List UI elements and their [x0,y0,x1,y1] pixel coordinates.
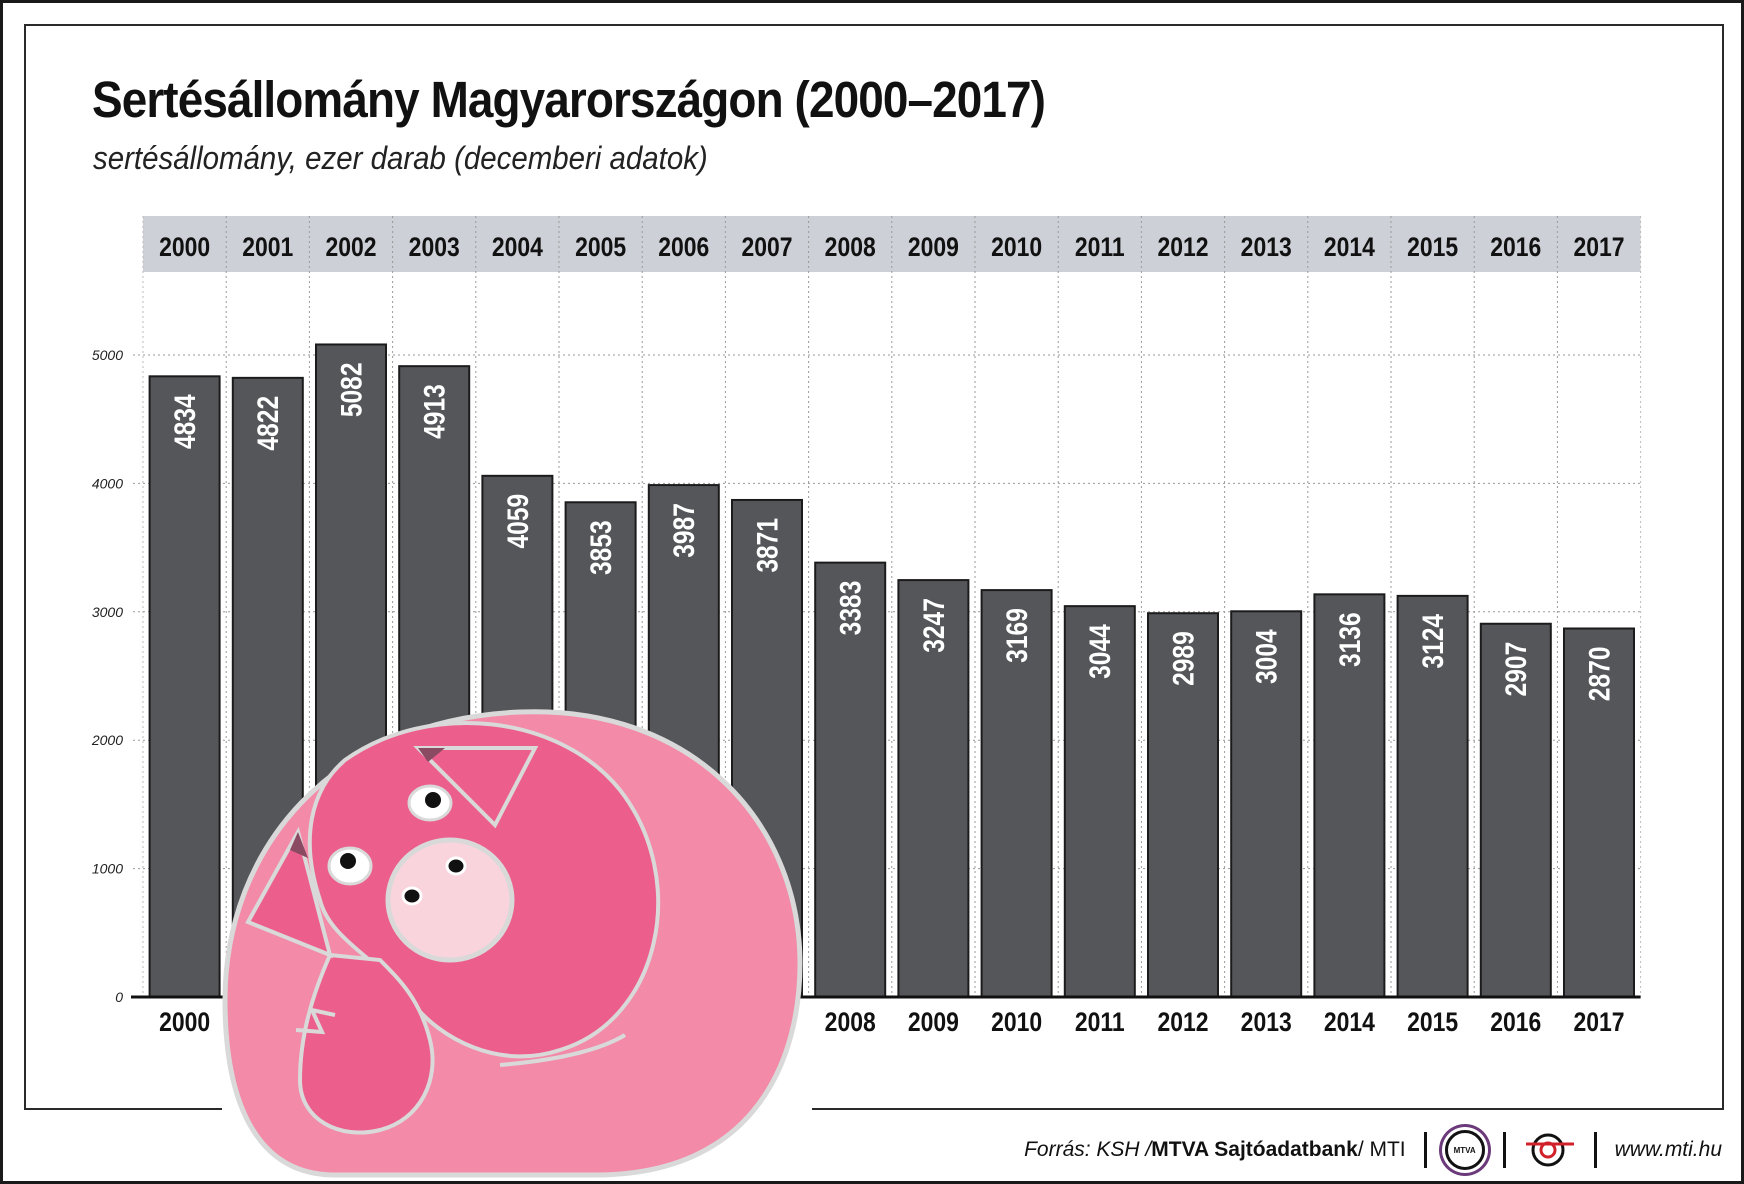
bar-value-label: 2989 [1166,631,1200,686]
year-header-label: 2004 [492,232,543,262]
bar-2017 [1563,627,1635,998]
year-header-label: 2008 [825,232,876,262]
year-header-label: 2000 [159,232,210,262]
bar-value-label: 2907 [1499,642,1533,697]
footer-divider [1502,1132,1506,1168]
bar-value-label: 3871 [750,518,784,573]
x-tick-label: 2011 [1075,1007,1125,1037]
bar-value-label: 2870 [1582,646,1616,701]
x-tick-label: 2014 [1324,1007,1375,1037]
bar-2008 [814,561,887,998]
bar-2011 [1063,605,1136,998]
bar-2013 [1230,610,1303,998]
bar-value-label: 3004 [1249,629,1283,684]
pig-hoof [295,1007,336,1035]
bar-2009 [897,579,970,998]
x-tick-label: 2008 [825,1007,876,1037]
pig-ear-inner [418,748,445,762]
y-tick-label: 0 [115,989,123,1005]
pig-ear-right [413,746,539,829]
year-header-label: 2005 [575,232,626,262]
source-label: Forrás: KSH / [1024,1138,1152,1161]
pig-eye-right-pupil [425,792,441,808]
pig-leg [297,952,435,1135]
chart-subtitle: sertésállomány, ezer darab (decemberi ad… [93,140,708,176]
mtva-logo-text: MTVA [1453,1145,1476,1155]
pig-illustration [222,709,812,1178]
pig-nostril-right [445,856,467,876]
bar-2010 [980,589,1053,998]
website-link[interactable]: www.mti.hu [1614,1138,1722,1161]
pig-eye-left-pupil [340,853,356,869]
bar-value-label: 4822 [251,396,285,451]
y-tick-label: 2000 [91,732,123,748]
bar-2000 [148,375,221,998]
pig-ear-inner-2 [290,832,308,858]
year-header-label: 2016 [1490,232,1541,262]
bar-2014 [1313,593,1386,998]
mtva-logo: MTVA [1444,1130,1485,1170]
chart-title: Sertésállomány Magyarországon (2000–2017… [92,71,1046,128]
bar-value-label: 3383 [833,581,867,636]
x-tick-label: 2009 [908,1007,959,1037]
year-header-label: 2006 [658,232,709,262]
year-header-label: 2007 [741,232,792,262]
bar-value-label: 4834 [168,394,202,449]
year-header-label: 2002 [325,232,376,262]
footer-divider [1593,1132,1597,1168]
year-header-label: 2015 [1407,232,1458,262]
chart-frame [24,24,1724,1110]
bar-2012 [1147,612,1219,998]
bar-value-label: 4913 [417,384,451,439]
year-header-label: 2003 [409,232,460,262]
y-tick-label: 4000 [92,475,123,491]
year-header-label: 2010 [991,232,1042,262]
y-tick-label: 5000 [92,347,123,363]
bar-value-label: 3124 [1416,613,1450,668]
x-tick-label: 2010 [991,1007,1042,1037]
x-tick-label: 2000 [159,1007,210,1037]
bar-value-label: 3044 [1083,623,1117,678]
bar-value-label: 3987 [667,503,701,558]
x-tick-label: 2015 [1407,1007,1458,1037]
source-tail: / MTI [1357,1138,1406,1161]
year-header-label: 2012 [1157,232,1208,262]
pig-body-line [499,1033,627,1067]
x-tick-label: 2016 [1490,1007,1541,1037]
footer-divider [1423,1132,1427,1168]
bar-value-label: 3136 [1332,612,1366,667]
y-tick-label: 3000 [92,604,123,620]
x-tick-label: 2013 [1241,1007,1292,1037]
year-header-label: 2017 [1573,232,1624,262]
source-bold: MTVA Sajtóadatbank [1151,1138,1358,1161]
pig-nostril-left [401,886,423,906]
bar-value-label: 4059 [500,494,534,549]
x-tick-label: 2012 [1157,1007,1208,1037]
year-header-label: 2009 [908,232,959,262]
bar-value-label: 3247 [916,598,950,653]
year-header-label: 2014 [1324,232,1375,262]
bar-2015 [1396,594,1469,999]
pig-ear-left [245,826,333,959]
bar-value-label: 5082 [334,362,368,417]
bar-value-label: 3169 [1000,608,1034,663]
y-tick-label: 1000 [92,861,123,877]
year-header-label: 2013 [1241,232,1292,262]
pig-snout [385,837,515,963]
x-tick-label: 2017 [1573,1007,1624,1037]
year-header-label: 2001 [242,232,293,262]
year-header-label: 2011 [1075,232,1125,262]
bar-value-label: 3853 [584,520,618,575]
mti-logo-icon [1525,1133,1574,1167]
source-footer: Forrás: KSH / MTVA Sajtóadatbank / MTI M… [1024,1126,1722,1174]
